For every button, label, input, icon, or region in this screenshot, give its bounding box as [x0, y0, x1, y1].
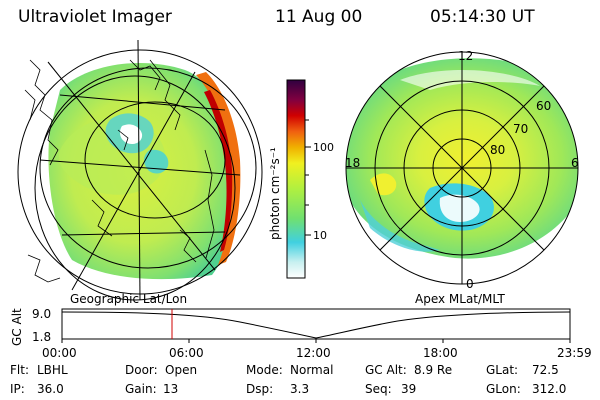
flt-value: LBHL [37, 363, 68, 377]
mlt-label-18: 18 [345, 156, 360, 170]
right-aurora-fill [346, 58, 578, 259]
glat-value: 72.5 [532, 363, 559, 377]
timeline-tick-1200: 12:00 [296, 346, 331, 360]
seq-label: Seq: [365, 382, 392, 396]
timeline-ymax: 9.0 [32, 307, 51, 321]
mlat-label-60: 60 [536, 99, 551, 113]
flt-label: Flt: [10, 363, 29, 377]
timeline-ymin: 1.8 [32, 330, 51, 344]
dsp-label: Dsp: [246, 382, 274, 396]
time-label: 05:14:30 UT [430, 7, 535, 27]
magnetic-map: 12 18 6 0 60 70 80 Apex MLat/MLT [345, 49, 579, 306]
door-label: Door: [125, 363, 158, 377]
glon-value: 312.0 [532, 382, 567, 396]
mlat-label-80: 80 [490, 143, 505, 157]
timeline-tick-1800: 18:00 [423, 346, 458, 360]
glon-label: GLon: [486, 382, 521, 396]
mode-label: Mode: [246, 363, 283, 377]
left-grid [17, 39, 263, 301]
gain-value: 13 [163, 382, 179, 396]
left-map-caption: Geographic Lat/Lon [70, 292, 187, 306]
dsp-value: 3.3 [290, 382, 310, 396]
timeline-tick-0000: 00:00 [42, 346, 77, 360]
colorbar: 100 10 photon cm⁻²s⁻¹ [268, 79, 334, 279]
ip-label: IP: [10, 382, 25, 396]
gcalt-label: GC Alt: [365, 363, 407, 377]
gcalt-value: 8.9 Re [414, 363, 453, 377]
right-grid [346, 52, 578, 284]
timeline-frame [61, 308, 571, 340]
timeline-ylabel: GC Alt [10, 308, 24, 346]
coastlines [24, 59, 215, 283]
glat-label: GLat: [486, 363, 519, 377]
colorbar-scale [286, 79, 306, 279]
door-value: Open [165, 363, 198, 377]
timeline-tick-2359: 23:59 [557, 346, 592, 360]
date-label: 11 Aug 00 [275, 7, 363, 27]
timeline-tick-0600: 06:00 [169, 346, 204, 360]
mlt-label-0: 0 [466, 277, 474, 291]
right-map-caption: Apex MLat/MLT [415, 292, 505, 306]
gain-label: Gain: [125, 382, 157, 396]
colorbar-tick-100: 100 [313, 141, 334, 154]
instrument-title: Ultraviolet Imager [18, 7, 172, 27]
colorbar-label: photon cm⁻²s⁻¹ [268, 147, 282, 240]
geographic-map: Geographic Lat/Lon [17, 39, 263, 306]
mlat-label-70: 70 [513, 122, 528, 136]
altitude-curve [61, 311, 571, 339]
ip-value: 36.0 [37, 382, 64, 396]
altitude-timeline: 9.0 1.8 GC Alt 00:00 06:00 12:00 18:00 2… [10, 307, 592, 360]
mlt-label-6: 6 [571, 156, 579, 170]
mlt-label-12: 12 [458, 49, 473, 63]
seq-value: 39 [401, 382, 417, 396]
colorbar-tick-10: 10 [313, 229, 327, 242]
dayside-emission-band [196, 72, 241, 265]
mode-value: Normal [290, 363, 334, 377]
